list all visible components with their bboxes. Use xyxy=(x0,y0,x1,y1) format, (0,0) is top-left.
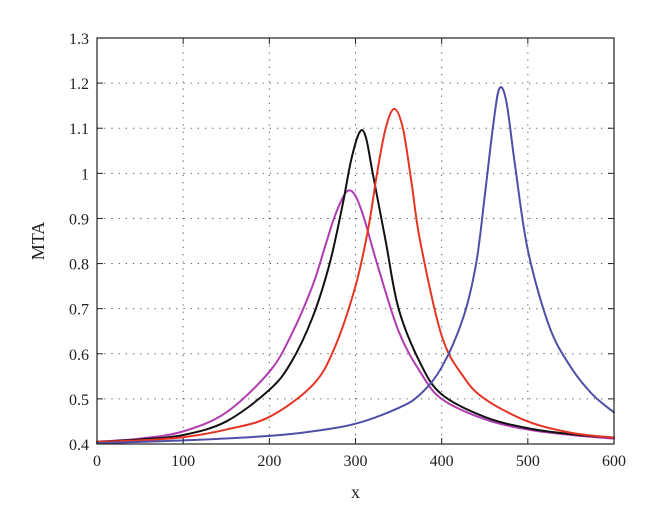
x-tick-label: 400 xyxy=(430,453,454,470)
series-line-3 xyxy=(96,107,615,443)
y-tick-label: 0.4 xyxy=(69,437,89,454)
x-tick-label: 200 xyxy=(257,453,281,470)
y-tick-label: 0.9 xyxy=(69,211,89,228)
y-tick-label: 0.5 xyxy=(69,392,89,409)
x-tick-label: 500 xyxy=(516,453,540,470)
series-line-2 xyxy=(96,129,615,443)
y-tick-label: 1.3 xyxy=(69,31,89,48)
x-tick-label: 0 xyxy=(93,453,101,470)
y-tick-label: 0.8 xyxy=(69,257,89,274)
x-tick-label: 100 xyxy=(171,453,195,470)
y-tick-label: 1 xyxy=(81,166,89,183)
x-tick-labels: 0 100 200 300 400 500 600 xyxy=(93,453,626,470)
y-tick-labels: 0.4 0.5 0.6 0.7 0.8 0.9 1 1.1 1.2 1.3 xyxy=(69,31,89,454)
y-axis-label: MTA xyxy=(28,222,48,261)
x-tick-label: 300 xyxy=(344,453,368,470)
series-line-1 xyxy=(96,189,615,443)
y-tick-label: 0.6 xyxy=(69,347,89,364)
y-tick-label: 1.1 xyxy=(69,121,89,138)
x-tick-label: 600 xyxy=(602,453,626,470)
series-line-4 xyxy=(96,86,615,445)
y-tick-label: 1.2 xyxy=(69,76,89,93)
y-tick-label: 0.7 xyxy=(69,302,89,319)
x-axis-label: x xyxy=(351,482,360,502)
series-layer xyxy=(96,86,615,445)
axis-ticks xyxy=(96,37,615,445)
